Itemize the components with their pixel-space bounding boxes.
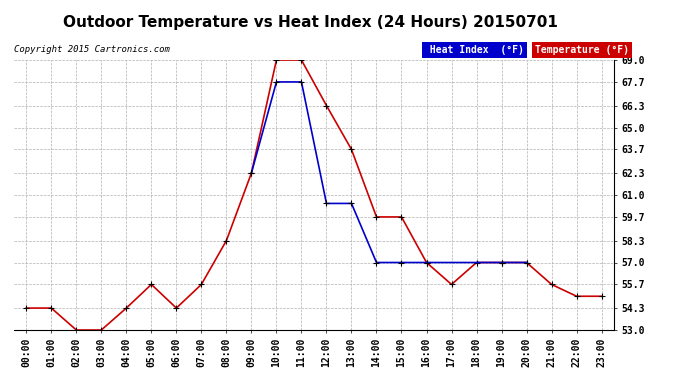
Text: Copyright 2015 Cartronics.com: Copyright 2015 Cartronics.com	[14, 45, 170, 54]
Text: Heat Index  (°F): Heat Index (°F)	[424, 45, 524, 55]
Text: Outdoor Temperature vs Heat Index (24 Hours) 20150701: Outdoor Temperature vs Heat Index (24 Ho…	[63, 15, 558, 30]
Text: Temperature (°F): Temperature (°F)	[535, 45, 629, 55]
